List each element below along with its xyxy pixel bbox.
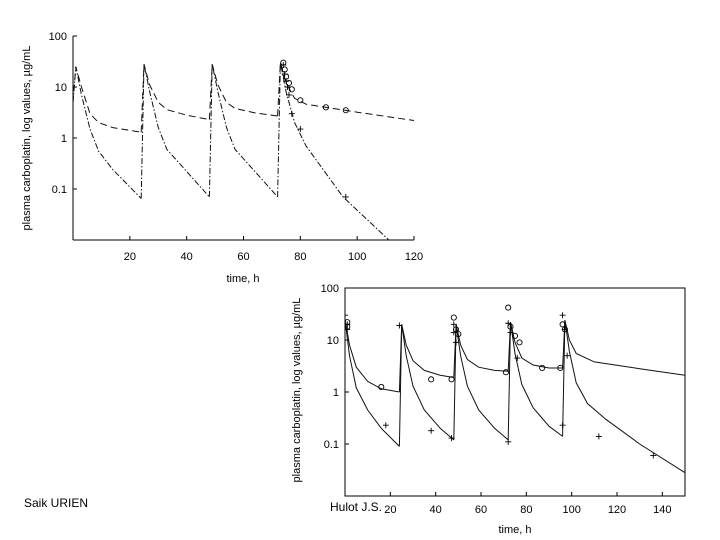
x-axis-label: time, h xyxy=(226,273,259,285)
y-tick-label: 100 xyxy=(321,283,339,295)
x-tick-label: 80 xyxy=(294,251,306,263)
x-tick-label: 80 xyxy=(520,504,532,516)
chart-bottom: 0.1 1 10 100 20 40 60 80 100 120 140 time, h plasma … xyxy=(291,283,686,536)
circle-marker xyxy=(322,104,329,111)
plus-marker xyxy=(559,312,566,319)
x-tick-label: 20 xyxy=(384,504,396,516)
series-2-segment-2 xyxy=(140,64,210,199)
circle-marker xyxy=(507,323,514,330)
plus-marker xyxy=(448,435,455,442)
series-2-segment-1 xyxy=(345,319,400,447)
plus-marker xyxy=(283,78,290,85)
circle-marker xyxy=(557,364,564,372)
plus-marker xyxy=(285,91,292,98)
y-tick-label: 1 xyxy=(333,387,339,399)
series-1-segment-1 xyxy=(73,66,142,133)
plus-marker xyxy=(450,321,457,328)
plus-marker xyxy=(288,110,295,117)
chart-top: 0.1 1 10 100 20 40 60 80 100 120 time, h plasma car… xyxy=(21,31,423,285)
plus-marker xyxy=(514,355,521,362)
plus-marker xyxy=(595,433,602,440)
series-2-segment-4 xyxy=(507,322,563,440)
plus-marker xyxy=(450,329,457,336)
circle-marker xyxy=(559,321,566,328)
plot-frame xyxy=(344,287,686,497)
plus-marker xyxy=(284,84,291,90)
x-tick-label: 40 xyxy=(430,504,442,516)
series-1-segment-1 xyxy=(345,319,400,393)
x-tick-label: 140 xyxy=(653,504,671,516)
plus-marker xyxy=(650,452,657,459)
circle-marker xyxy=(378,383,385,391)
circle-marker xyxy=(502,369,509,376)
plus-marker xyxy=(345,326,351,333)
series-2-segment-3 xyxy=(208,64,278,198)
credit-right: Hulot J.S. xyxy=(330,500,383,514)
plus-marker xyxy=(564,352,571,359)
series-1-segment-3 xyxy=(208,64,278,120)
circle-marker xyxy=(455,331,462,338)
plus-marker xyxy=(507,329,514,336)
x-axis-label: time, h xyxy=(498,524,531,536)
y-tick-label: 10 xyxy=(55,82,67,94)
circle-marker xyxy=(511,332,519,339)
circle-marker xyxy=(297,97,304,104)
plus-marker xyxy=(345,312,348,319)
x-tick-label: 60 xyxy=(475,504,487,516)
plus-marker xyxy=(342,193,349,200)
y-axis-label: plasma carboplatin, log values, µg/mL xyxy=(291,298,303,483)
y-axis-label: plasma carboplatin, log values, µg/mL xyxy=(21,46,33,231)
series-1-segment-3 xyxy=(453,324,509,378)
x-tick-label: 100 xyxy=(348,251,366,263)
plus-marker xyxy=(297,126,304,133)
plus-marker xyxy=(505,320,512,327)
x-tick-label: 120 xyxy=(405,251,423,263)
series-2-segment-1 xyxy=(73,66,142,199)
circle-marker xyxy=(448,376,455,383)
circle-marker xyxy=(516,339,523,346)
circle-marker xyxy=(505,304,512,311)
x-tick-label: 120 xyxy=(608,504,626,516)
circle-marker xyxy=(428,376,435,383)
series-1-segment-2 xyxy=(398,324,454,393)
plot-area xyxy=(345,304,686,474)
circle-marker xyxy=(539,364,546,372)
plus-marker xyxy=(281,70,288,77)
series-1-segment-4 xyxy=(277,62,415,121)
series-2-segment-5 xyxy=(562,320,686,474)
circle-marker xyxy=(288,86,295,93)
plus-marker xyxy=(561,326,568,333)
series-1-segment-5 xyxy=(562,320,686,376)
circle-marker xyxy=(450,314,457,321)
series-2-segment-2 xyxy=(398,324,455,447)
plus-marker xyxy=(453,339,460,346)
x-tick-label: 100 xyxy=(562,504,580,516)
plus-marker xyxy=(559,422,566,429)
y-tick-label: 0.1 xyxy=(52,184,67,196)
plus-marker xyxy=(428,427,435,434)
y-tick-label: 1 xyxy=(61,133,67,145)
plus-marker xyxy=(382,422,389,429)
series-1-segment-2 xyxy=(140,64,210,133)
circle-marker xyxy=(342,107,349,114)
plus-marker xyxy=(345,321,351,328)
y-tick-label: 10 xyxy=(327,335,339,347)
plus-marker xyxy=(280,62,287,69)
x-tick-label: 60 xyxy=(237,251,249,263)
x-tick-label: 40 xyxy=(181,251,193,263)
plus-marker xyxy=(396,322,403,329)
y-tick-label: 100 xyxy=(49,31,67,43)
plot-area xyxy=(73,59,415,240)
series-2-segment-3 xyxy=(453,324,509,441)
y-tick-label: 0.1 xyxy=(324,439,339,451)
series-1-segment-4 xyxy=(507,322,563,372)
credit-left: Saik URIEN xyxy=(24,496,89,510)
x-tick-label: 20 xyxy=(124,251,136,263)
plus-marker xyxy=(505,438,512,445)
